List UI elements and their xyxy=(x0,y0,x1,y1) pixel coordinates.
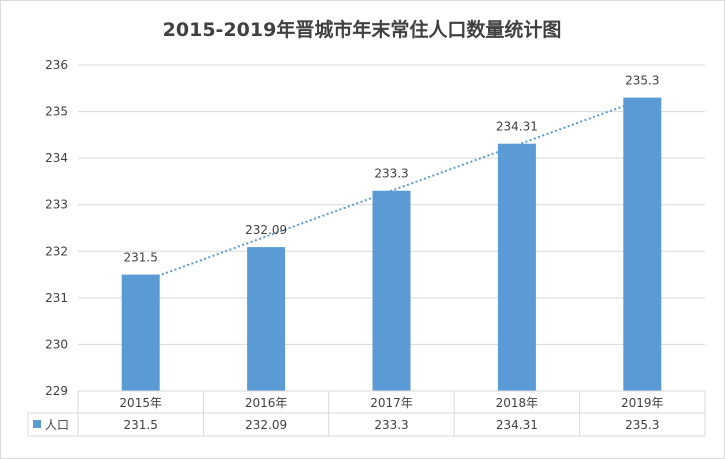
y-tick-label: 233 xyxy=(45,198,68,212)
data-label: 234.31 xyxy=(496,120,538,134)
y-tick-label: 236 xyxy=(45,58,68,72)
data-label: 232.09 xyxy=(245,223,287,237)
legend-swatch xyxy=(33,420,41,428)
bar xyxy=(372,190,411,391)
y-axis: 229 230 231 232 233 234 235 236 xyxy=(45,58,68,398)
data-table: 2015年 2016年 2017年 2018年 2019年 231.5 232.09 233.… xyxy=(27,390,706,437)
y-tick-label: 229 xyxy=(45,384,68,398)
bar xyxy=(247,247,286,391)
table-cell: 234.31 xyxy=(496,418,538,432)
data-label: 231.5 xyxy=(124,251,158,265)
legend-label: 人口 xyxy=(45,418,69,432)
data-label: 233.3 xyxy=(374,167,408,181)
table-cell: 233.3 xyxy=(374,418,408,432)
y-tick-label: 232 xyxy=(45,244,68,258)
x-tick-label: 2015年 xyxy=(119,396,162,410)
data-labels: 231.5 232.09 233.3 234.31 235.3 xyxy=(124,74,660,265)
table-cell: 235.3 xyxy=(625,418,659,432)
bar xyxy=(121,274,160,391)
table-cell: 232.09 xyxy=(245,418,287,432)
x-tick-label: 2019年 xyxy=(621,396,664,410)
chart-title: 2015-2019年晋城市年末常住人口数量统计图 xyxy=(163,18,562,41)
data-label: 235.3 xyxy=(625,74,659,88)
x-tick-label: 2017年 xyxy=(370,396,413,410)
table-cell: 231.5 xyxy=(124,418,158,432)
y-tick-label: 234 xyxy=(45,151,68,165)
y-tick-label: 230 xyxy=(45,337,68,351)
x-tick-label: 2016年 xyxy=(245,396,288,410)
bar xyxy=(497,143,536,391)
bars xyxy=(121,97,662,391)
x-tick-label: 2018年 xyxy=(496,396,539,410)
y-tick-label: 231 xyxy=(45,291,68,305)
bar xyxy=(623,97,662,391)
y-tick-label: 235 xyxy=(45,105,68,119)
